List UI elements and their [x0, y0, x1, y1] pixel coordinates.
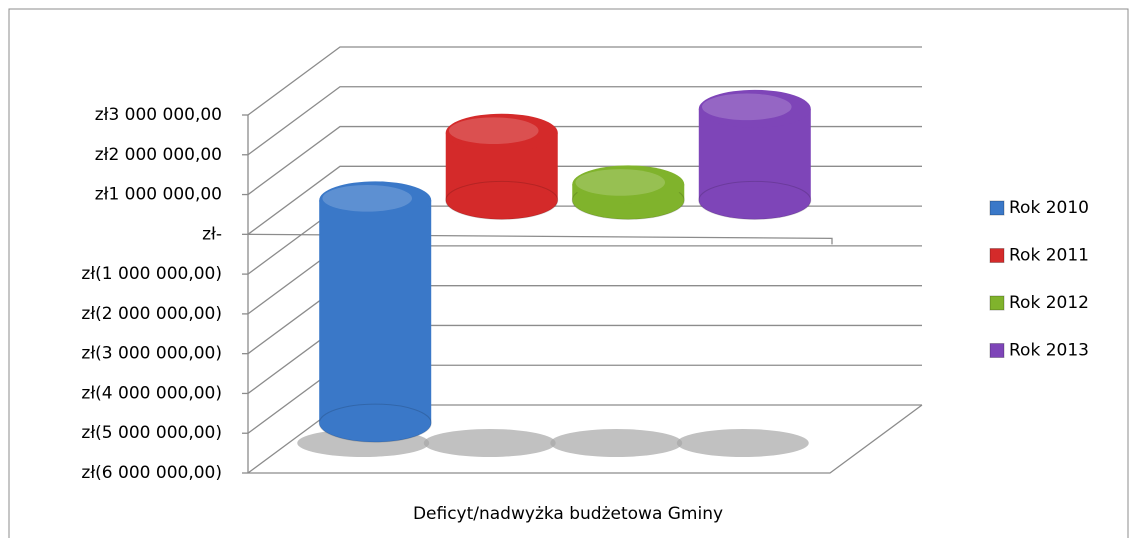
cylinder-top [698, 89, 811, 128]
shadow [423, 429, 556, 457]
y-tick-label: zł(1 000 000,00) [81, 264, 222, 284]
cylinder-bottom-shade [445, 180, 559, 220]
legend-swatch [989, 248, 1005, 263]
cylinder-top-shine [701, 93, 792, 121]
cylinder-top [445, 113, 558, 152]
legend-label: Rok 2012 [1009, 293, 1089, 313]
y-tick-label: zł- [202, 224, 222, 244]
chart-frame [8, 8, 1129, 538]
legend-label: Rok 2010 [1009, 198, 1089, 218]
y-tick-label: zł(2 000 000,00) [81, 304, 222, 324]
x-tick-label: Deficyt/nadwyżka budżetowa Gminy [413, 504, 723, 524]
cylinder-body [698, 108, 811, 220]
zero-line [247, 233, 833, 245]
cylinder-top-shine [448, 117, 539, 145]
grid-line [247, 46, 922, 116]
cylinder-body [445, 132, 558, 220]
legend-swatch [989, 343, 1005, 358]
legend-label: Rok 2013 [1009, 341, 1089, 361]
grid-line [247, 86, 922, 156]
cylinder-top [572, 165, 685, 204]
y-tick-label: zł(3 000 000,00) [81, 344, 222, 364]
shadow [676, 429, 809, 457]
y-tick-label: zł(6 000 000,00) [81, 463, 222, 483]
cylinder-top-shine [322, 185, 413, 212]
y-tick-label: zł(5 000 000,00) [81, 423, 222, 443]
cylinder-bottom-shade [318, 403, 432, 443]
shadow [550, 429, 683, 457]
legend-swatch [989, 295, 1005, 311]
legend-swatch [989, 200, 1005, 216]
y-tick-label: zł2 000 000,00 [95, 145, 222, 165]
y-tick-label: zł3 000 000,00 [95, 105, 222, 125]
y-tick-label: zł(4 000 000,00) [81, 383, 222, 403]
cylinder-top-shine [575, 169, 666, 196]
cylinder-top [319, 181, 432, 220]
cylinder-body [319, 200, 432, 443]
floor [248, 404, 923, 474]
cylinder-bottom-shade [698, 180, 812, 220]
legend-label: Rok 2011 [1009, 246, 1089, 266]
y-tick-label: zł1 000 000,00 [95, 185, 222, 205]
